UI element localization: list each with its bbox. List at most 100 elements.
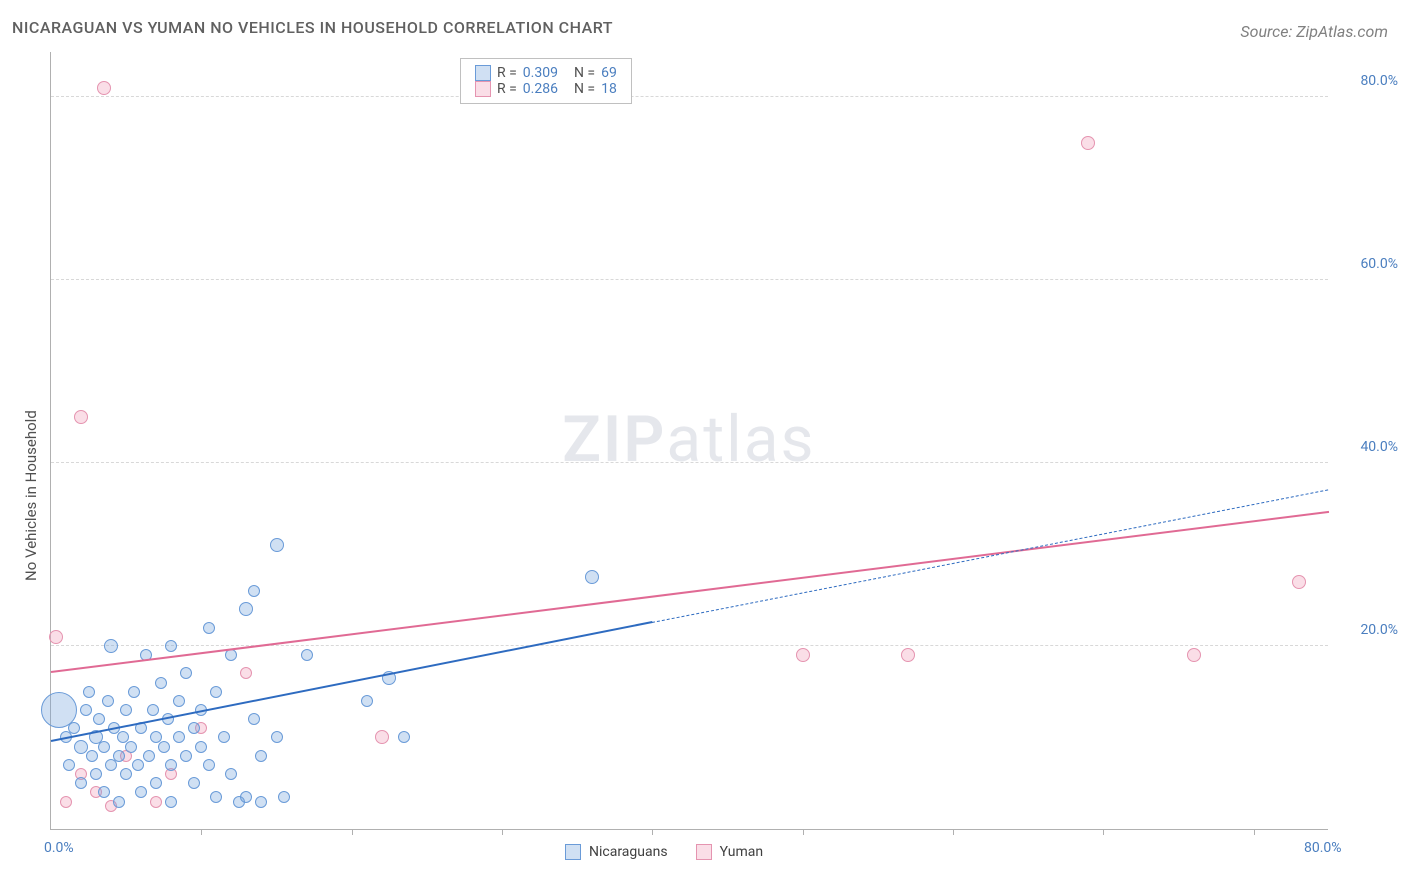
data-point-nicaraguans (239, 602, 253, 616)
data-point-yuman (97, 81, 111, 95)
data-point-nicaraguans (98, 741, 110, 753)
data-point-nicaraguans (188, 777, 200, 789)
data-point-yuman (60, 796, 72, 808)
data-point-nicaraguans (98, 786, 110, 798)
y-axis-label: No Vehicles in Household (22, 410, 40, 581)
data-point-nicaraguans (585, 570, 599, 584)
data-point-nicaraguans (203, 759, 215, 771)
data-point-nicaraguans (271, 731, 283, 743)
data-point-yuman (74, 410, 88, 424)
data-point-nicaraguans (104, 639, 118, 653)
data-point-nicaraguans (255, 796, 267, 808)
data-point-nicaraguans (210, 791, 222, 803)
series-legend: Nicaraguans Yuman (565, 844, 763, 860)
data-point-nicaraguans (210, 686, 222, 698)
data-point-nicaraguans (180, 750, 192, 762)
source-attribution: Source: ZipAtlas.com (1240, 22, 1388, 41)
gridline (51, 462, 1328, 463)
legend-r-label: R = (497, 65, 517, 81)
trend-line-nicaraguans-dashed (652, 489, 1329, 623)
data-point-nicaraguans (173, 731, 185, 743)
legend-r-label: R = (497, 81, 517, 97)
series-legend-label: Nicaraguans (589, 844, 668, 860)
data-point-nicaraguans (80, 704, 92, 716)
data-point-nicaraguans (86, 750, 98, 762)
data-point-nicaraguans (398, 731, 410, 743)
legend-swatch (475, 65, 491, 81)
data-point-nicaraguans (248, 585, 260, 597)
data-point-nicaraguans (150, 777, 162, 789)
data-point-nicaraguans (75, 777, 87, 789)
plot-area: ZIPatlas 20.0%40.0%60.0%80.0% (50, 52, 1328, 830)
data-point-yuman (796, 648, 810, 662)
data-point-yuman (49, 630, 63, 644)
data-point-nicaraguans (240, 791, 252, 803)
data-point-yuman (901, 648, 915, 662)
data-point-nicaraguans (180, 667, 192, 679)
legend-r-value: 0.286 (523, 81, 558, 97)
data-point-nicaraguans (165, 640, 177, 652)
source-name: ZipAtlas.com (1296, 22, 1388, 41)
legend-r-value: 0.309 (523, 65, 558, 81)
data-point-nicaraguans (225, 768, 237, 780)
data-point-yuman (1187, 648, 1201, 662)
chart-container: NICARAGUAN VS YUMAN NO VEHICLES IN HOUSE… (0, 0, 1406, 892)
legend-swatch (565, 844, 581, 860)
legend-n-value: 18 (601, 81, 617, 97)
data-point-yuman (1292, 575, 1306, 589)
data-point-nicaraguans (248, 713, 260, 725)
y-tick-label: 40.0% (1338, 439, 1398, 455)
data-point-nicaraguans (147, 704, 159, 716)
data-point-nicaraguans (113, 750, 125, 762)
x-tick (803, 829, 804, 835)
x-axis-max-label: 80.0% (1304, 840, 1342, 856)
data-point-nicaraguans (132, 759, 144, 771)
data-point-nicaraguans (173, 695, 185, 707)
data-point-nicaraguans (93, 713, 105, 725)
x-tick (201, 829, 202, 835)
x-tick (953, 829, 954, 835)
series-legend-item: Yuman (696, 844, 763, 860)
data-point-nicaraguans (195, 741, 207, 753)
data-point-nicaraguans (188, 722, 200, 734)
data-point-yuman (240, 667, 252, 679)
series-legend-label: Yuman (720, 844, 763, 860)
gridline (51, 279, 1328, 280)
data-point-nicaraguans (143, 750, 155, 762)
data-point-nicaraguans (361, 695, 373, 707)
trend-line-yuman (51, 511, 1329, 673)
legend-n-label: N = (574, 65, 595, 81)
watermark: ZIPatlas (562, 402, 815, 477)
x-tick (502, 829, 503, 835)
data-point-nicaraguans (120, 768, 132, 780)
data-point-nicaraguans (63, 759, 75, 771)
data-point-nicaraguans (125, 741, 137, 753)
data-point-nicaraguans (113, 796, 125, 808)
data-point-nicaraguans (165, 759, 177, 771)
data-point-nicaraguans (128, 686, 140, 698)
data-point-nicaraguans (120, 704, 132, 716)
x-tick (1254, 829, 1255, 835)
x-axis-min-label: 0.0% (44, 840, 74, 856)
data-point-nicaraguans (158, 741, 170, 753)
data-point-nicaraguans (218, 731, 230, 743)
data-point-nicaraguans (102, 695, 114, 707)
x-tick (652, 829, 653, 835)
legend-n-label: N = (574, 81, 595, 97)
data-point-nicaraguans (165, 796, 177, 808)
data-point-yuman (150, 796, 162, 808)
data-point-yuman (375, 730, 389, 744)
x-tick (1103, 829, 1104, 835)
source-prefix: Source: (1240, 22, 1296, 41)
legend-n-value: 69 (601, 65, 617, 81)
legend-swatch (696, 844, 712, 860)
chart-title: NICARAGUAN VS YUMAN NO VEHICLES IN HOUSE… (12, 18, 613, 37)
y-tick-label: 60.0% (1338, 256, 1398, 272)
stats-legend-row: R = 0.286 N = 18 (475, 81, 617, 97)
data-point-nicaraguans (255, 750, 267, 762)
stats-legend-row: R = 0.309 N = 69 (475, 65, 617, 81)
data-point-nicaraguans (68, 722, 80, 734)
y-tick-label: 20.0% (1338, 622, 1398, 638)
data-point-nicaraguans (135, 786, 147, 798)
y-tick-label: 80.0% (1338, 73, 1398, 89)
